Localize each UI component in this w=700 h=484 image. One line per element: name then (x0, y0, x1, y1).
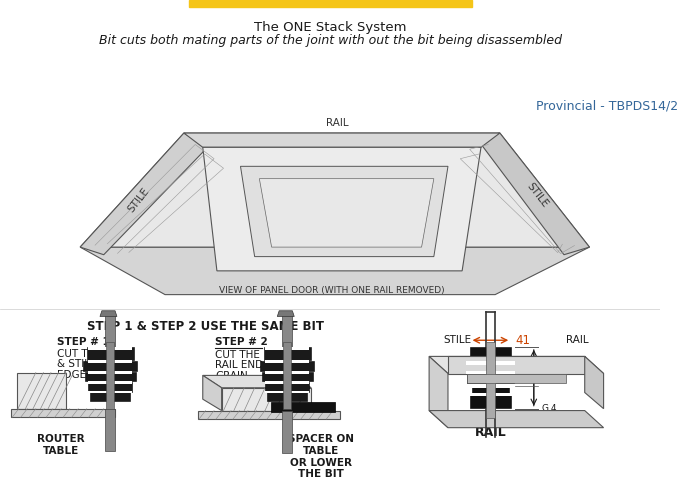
Polygon shape (80, 247, 589, 295)
Bar (264, 347, 312, 360)
Text: & STILE ON: & STILE ON (57, 359, 116, 369)
Bar (88, 391, 132, 393)
Bar (466, 393, 515, 396)
Bar (466, 384, 515, 388)
Bar (87, 347, 134, 360)
Text: EDGE: EDGE (57, 370, 85, 380)
Bar (473, 363, 508, 371)
Bar (466, 371, 515, 375)
Bar (106, 342, 114, 408)
Text: STEP 1 & STEP 2 USE THE SAME BIT: STEP 1 & STEP 2 USE THE SAME BIT (87, 320, 324, 333)
Polygon shape (429, 356, 448, 428)
Bar (267, 392, 307, 401)
Bar (88, 371, 132, 374)
Bar (265, 371, 309, 374)
Text: Provincial - TBPDS14/2: Provincial - TBPDS14/2 (536, 100, 678, 113)
Bar (262, 372, 313, 381)
Polygon shape (277, 311, 294, 317)
Polygon shape (222, 388, 312, 410)
Polygon shape (448, 356, 584, 374)
Text: The ONE Stack System: The ONE Stack System (254, 21, 406, 34)
Bar (85, 372, 136, 381)
Bar (282, 314, 293, 347)
Text: RAIL END: RAIL END (215, 360, 263, 370)
Text: STILE: STILE (525, 181, 550, 209)
Bar (188, 0, 472, 7)
Bar (466, 361, 515, 365)
Text: Bit cuts both mating parts of the joint with out the bit being disassembled: Bit cuts both mating parts of the joint … (99, 34, 561, 47)
Text: PANEL: PANEL (312, 207, 351, 220)
Bar (105, 408, 115, 452)
Bar (11, 408, 115, 417)
Bar (88, 347, 132, 350)
Polygon shape (584, 356, 603, 408)
Polygon shape (203, 147, 481, 271)
Bar (17, 373, 66, 408)
Bar (265, 381, 309, 384)
Bar (467, 373, 514, 384)
Polygon shape (203, 376, 312, 388)
Bar (88, 381, 132, 384)
Text: CUT THE RAIL: CUT THE RAIL (57, 349, 127, 359)
Bar (472, 386, 510, 393)
Text: STEP # 1: STEP # 1 (57, 337, 109, 348)
Polygon shape (467, 374, 566, 383)
Text: 41: 41 (515, 334, 530, 347)
Text: ROUTER
TABLE: ROUTER TABLE (38, 434, 85, 456)
Text: STILE: STILE (126, 185, 151, 214)
Text: STEP # 2: STEP # 2 (215, 337, 268, 348)
Bar (265, 391, 309, 393)
Text: GRAIN: GRAIN (215, 371, 248, 380)
Text: CUT THE: CUT THE (215, 350, 260, 360)
Bar (90, 392, 130, 401)
Bar (105, 314, 115, 347)
Bar (265, 382, 309, 392)
Bar (198, 410, 340, 419)
Polygon shape (260, 179, 434, 247)
Polygon shape (203, 376, 222, 410)
Text: 35: 35 (541, 371, 556, 384)
Polygon shape (80, 133, 207, 255)
Text: SPACER ON
TABLE
OR LOWER
THE BIT: SPACER ON TABLE OR LOWER THE BIT (288, 434, 354, 479)
Bar (486, 342, 495, 418)
Bar (265, 360, 309, 363)
Polygon shape (429, 356, 603, 374)
Text: RAIL: RAIL (326, 118, 349, 128)
Polygon shape (80, 133, 589, 247)
Text: G.4: G.4 (541, 404, 556, 413)
Text: RAIL: RAIL (566, 335, 589, 345)
Text: VIEW OF PANEL DOOR (WITH ONE RAIL REMOVED): VIEW OF PANEL DOOR (WITH ONE RAIL REMOVE… (219, 287, 444, 295)
Bar (271, 402, 335, 411)
Text: RAIL: RAIL (475, 426, 506, 439)
Bar (260, 361, 314, 371)
Bar (282, 410, 293, 454)
Bar (470, 394, 511, 408)
Polygon shape (476, 133, 589, 255)
Polygon shape (100, 311, 117, 317)
Bar (88, 360, 132, 363)
Bar (283, 342, 291, 408)
Bar (470, 347, 511, 361)
Bar (83, 361, 136, 371)
Polygon shape (184, 133, 500, 147)
Bar (88, 382, 132, 392)
Polygon shape (241, 166, 448, 257)
Text: STILE: STILE (443, 335, 471, 345)
Bar (265, 347, 309, 350)
Polygon shape (429, 410, 603, 428)
